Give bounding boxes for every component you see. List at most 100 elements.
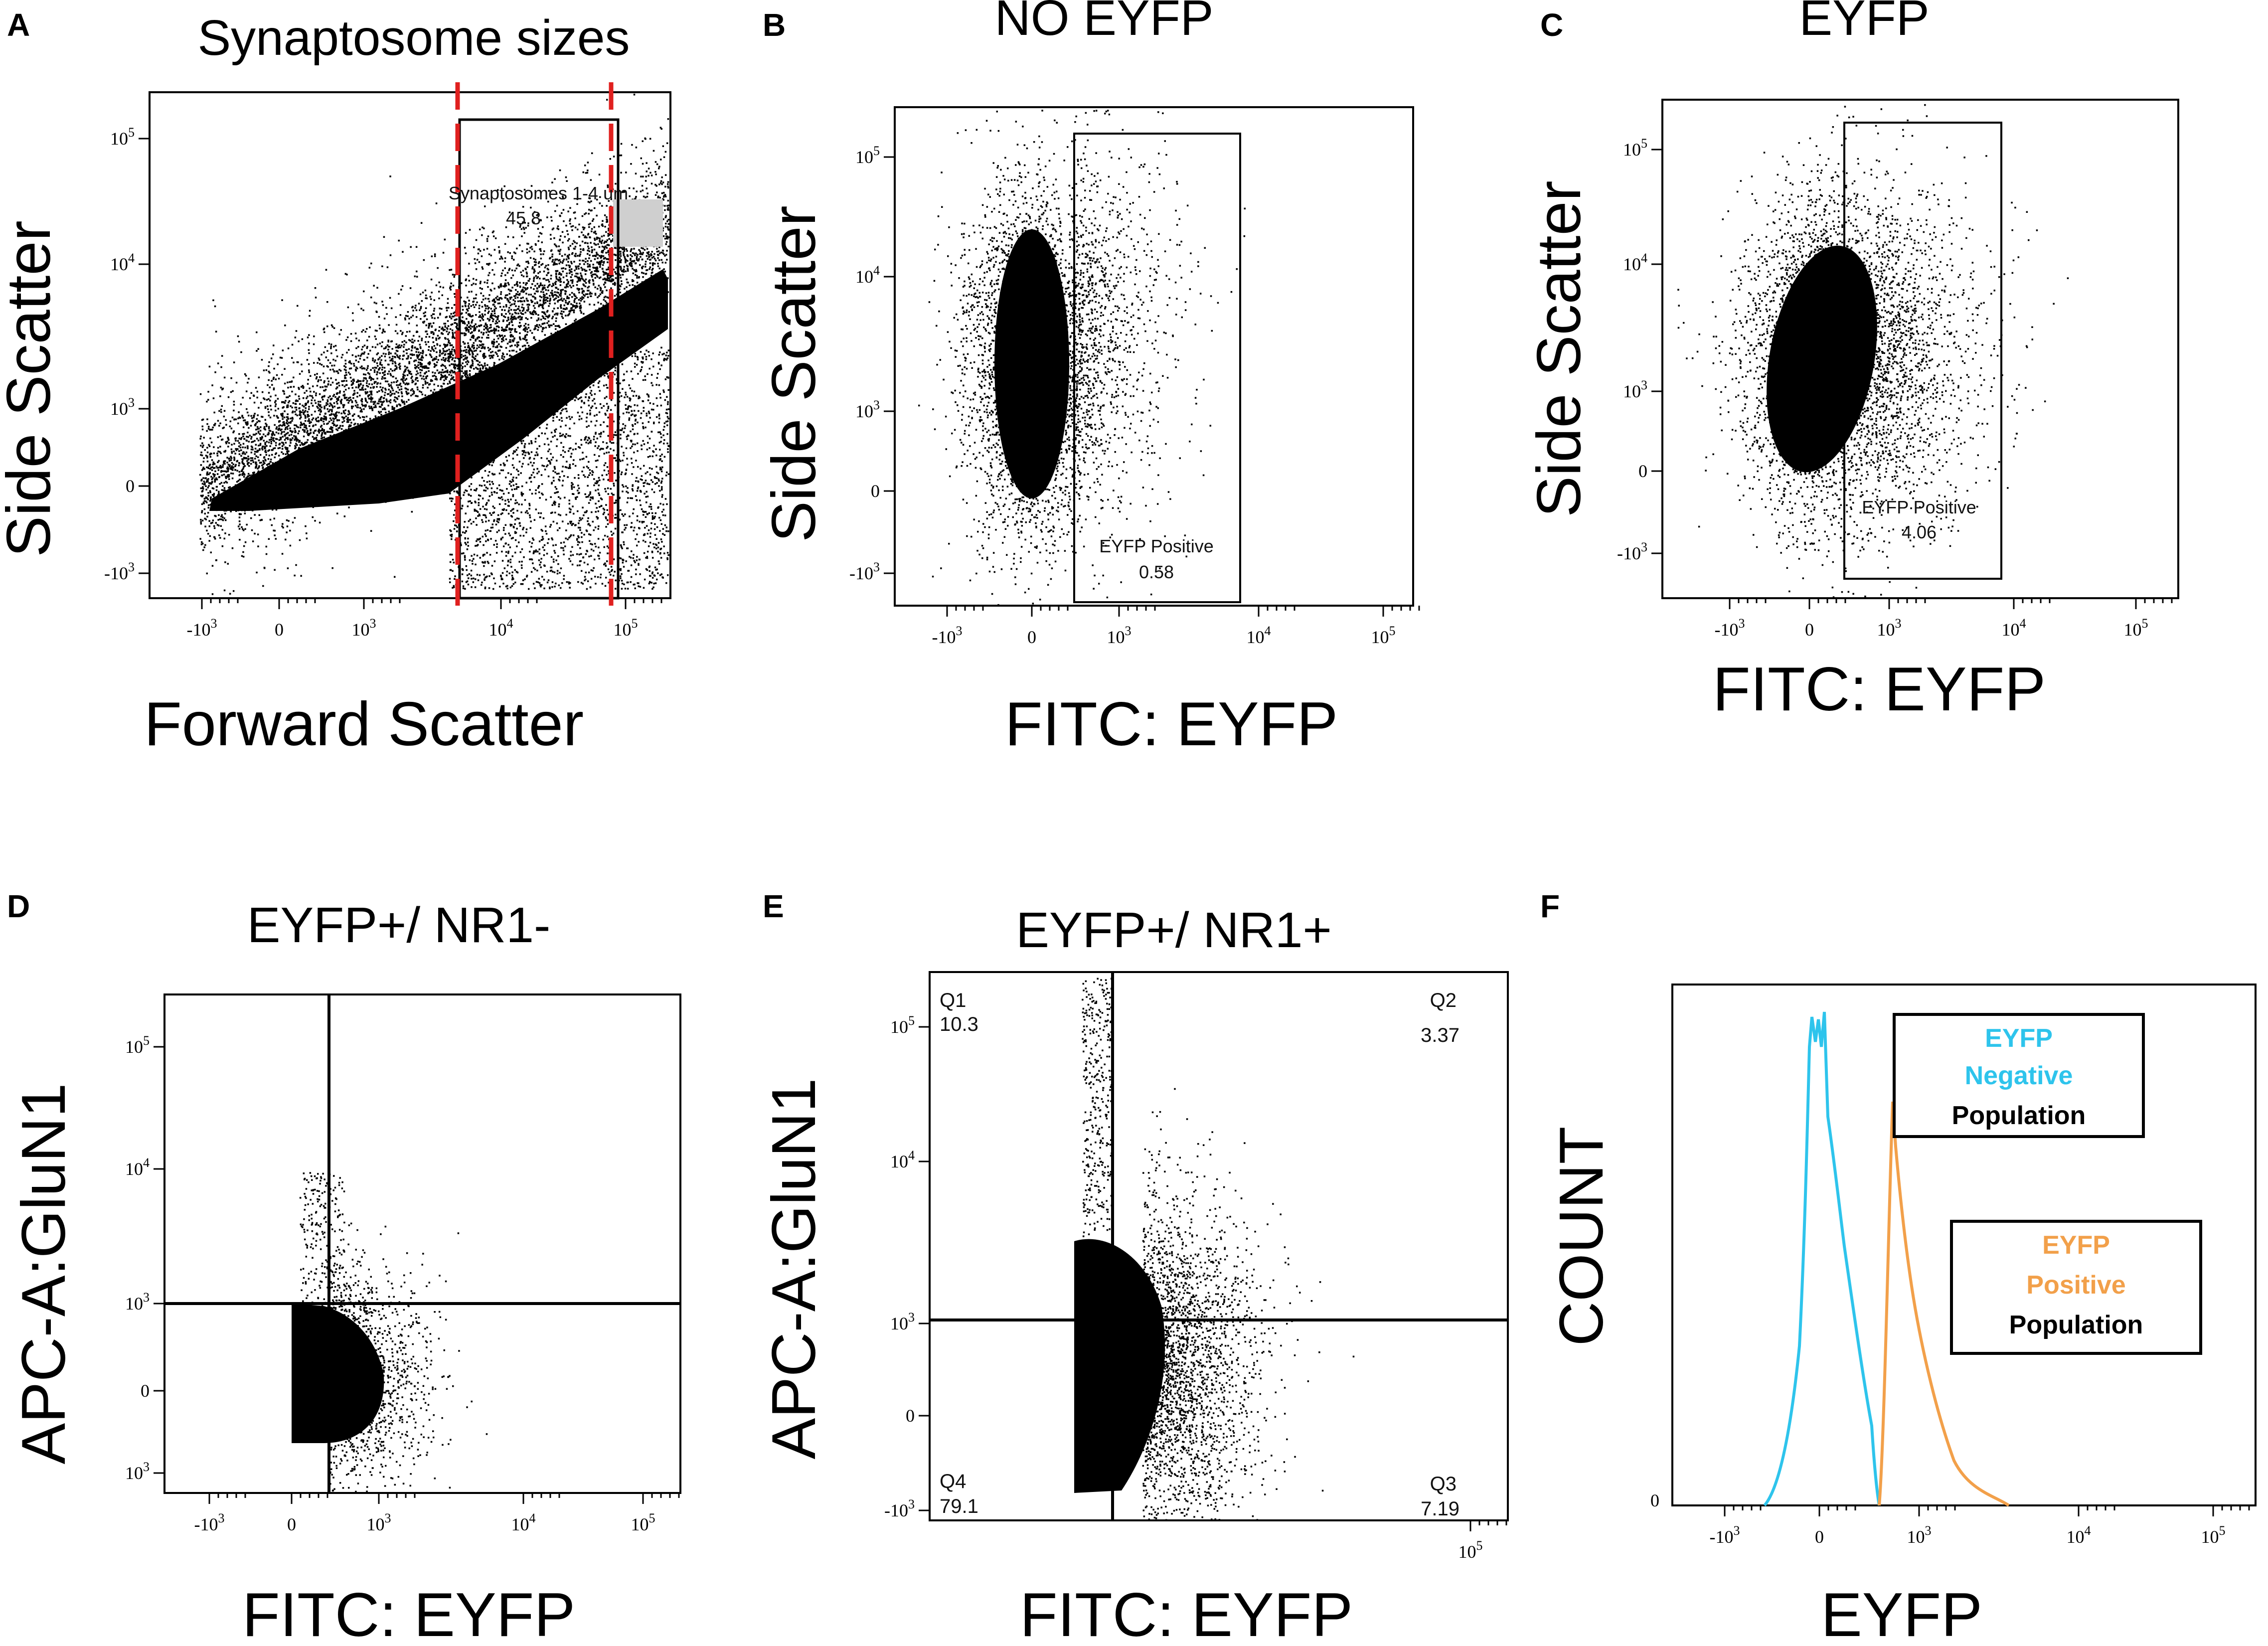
tick-label: 103 [125,1460,150,1483]
pos-legend-line2: Positive [2026,1271,2125,1300]
panel-e-ticks: 105 -103 0 103 104 105 [884,1013,1507,1562]
panel-c-plot: EYFP Positive 4.06 -103 0 103 104 105 -103 0 10… [1617,99,2179,640]
panel-letter-a: A [7,7,30,43]
tick-label: -103 [884,1497,915,1520]
tick-label: 105 [614,616,638,640]
tick-label: 105 [2201,1523,2226,1547]
panel-f-frame [1671,984,2257,1506]
tick-label: 103 [890,1310,915,1333]
panel-c-dense-cloud [1767,245,1877,473]
panel-c-title: EYFP [1799,0,1929,46]
panel-a-frame [149,91,671,599]
panel-d-dense-cloud [292,1304,384,1443]
panel-b-gate-name: EYFP Positive [1099,536,1213,556]
panel-b-dots [1072,110,1246,599]
panel-a-dense-cloud [209,269,668,511]
tick-label: 0 [275,620,284,640]
tick-label: 103 [1107,624,1132,647]
panel-a-ylabel: Side Scatter [0,220,63,557]
tick-label: -103 [1715,616,1745,640]
panel-c-ylabel: Side Scatter [1525,180,1594,517]
panel-a-xlabel: Forward Scatter [144,690,584,759]
panel-f-y-zero: 0 [1650,1490,1659,1510]
panel-b-events [918,110,1246,606]
panel-d-ticks: -103 0 103 104 105 103 0 103 104 105 [125,1033,680,1534]
panel-d-plot: -103 0 103 104 105 103 0 103 104 105 [125,993,681,1534]
tick-label: 104 [2067,1523,2091,1547]
panel-f-plot: EYFP Negative Population EYFP Positive P… [1650,984,2257,1547]
panel-a-title: Synaptosome sizes [197,10,630,66]
tick-label: -103 [194,1511,225,1534]
neg-legend-line3: Population [1952,1101,2086,1130]
panel-a-events [199,94,670,595]
tick-label: 104 [890,1148,915,1171]
tick-label: 104 [1623,251,1647,274]
pos-histogram-line [1878,1101,2010,1507]
tick-label: 0 [287,1514,296,1534]
tick-label: 105 [855,144,880,167]
tick-label: -103 [1617,540,1647,563]
panel-d: D EYFP+/ NR1- FITC: EYFP APC-A:GluN1 -10… [7,888,681,1646]
panel-a: A Synaptosome sizes Forward Scatter Side… [0,7,671,759]
panel-letter-b: B [763,7,786,43]
neg-legend-line2: Negative [1965,1061,2073,1090]
tick-label: 0 [871,481,880,501]
neg-legend-line1: EYFP [1985,1024,2053,1053]
panel-e-dots [1141,1088,1355,1521]
tick-label: 0 [1027,627,1036,647]
tick-label: -103 [932,624,963,647]
panel-b-ticks: -103 0 103 104 105 -103 0 103 104 105 [849,144,1420,647]
neg-legend-box [1893,1013,2145,1138]
panel-b-title: NO EYFP [995,0,1214,46]
panel-e-frame [929,971,1509,1521]
panel-a-dots [449,349,670,590]
tick-label: -103 [187,616,217,640]
tick-label: 0 [141,1381,150,1401]
panel-e-q3-value: 7.19 [1421,1498,1459,1520]
tick-label: 104 [489,616,513,640]
tick-label: 0 [1805,620,1814,640]
panel-f-ylabel: COUNT [1547,1127,1616,1346]
panel-e-ylabel: APC-A:GluN1 [760,1078,828,1460]
tick-label: 103 [1907,1523,1932,1547]
panel-c-frame [1661,99,2179,599]
tick-label: -103 [104,560,135,583]
panel-e: E EYFP+/ NR1+ FITC: EYFP APC-A:GluN1 Q1 … [760,888,1509,1646]
panel-e-dots [1082,978,1114,1237]
tick-label: 103 [1623,378,1647,401]
panel-a-gate-name: Synaptosomes 1-4 um [449,183,628,203]
tick-label: 103 [1877,616,1902,640]
panel-e-title: EYFP+/ NR1+ [1016,902,1332,958]
panel-c-xlabel: FITC: EYFP [1713,655,2046,724]
panel-c-gate [1843,122,2002,580]
panel-d-ylabel: APC-A:GluN1 [9,1083,78,1465]
panel-e-q3-label: Q3 [1430,1473,1457,1495]
tick-label: 105 [1623,136,1647,160]
panel-a-ticks: -103 0 103 104 105 -103 0 103 104 105 [104,125,662,640]
tick-label: 105 [631,1511,655,1534]
neg-histogram-line [1763,1011,1881,1506]
panel-c-gate-value: 4.06 [1902,522,1937,542]
panel-a-gate-value: 45.8 [506,208,541,228]
panel-letter-d: D [7,888,30,924]
panel-f-xlabel: EYFP [1821,1581,1982,1646]
panel-e-q1-value: 10.3 [940,1013,978,1035]
panel-b-xlabel: FITC: EYFP [1005,690,1338,759]
tick-label: 105 [125,1033,150,1057]
panel-e-events [1082,978,1355,1521]
panel-letter-c: C [1540,7,1563,43]
panel-a-plot: Synaptosomes 1-4 um 45.8 -103 0 103 104 105 -… [104,82,671,640]
tick-label: -103 [849,560,880,583]
pos-legend-line1: EYFP [2042,1231,2110,1260]
panel-b-gate-value: 0.58 [1139,562,1174,582]
tick-label: 104 [855,263,880,287]
panel-f: F EYFP COUNT EYFP Negative Population EY… [1540,888,2257,1646]
panel-a-gate [458,118,620,600]
panel-e-q4-label: Q4 [940,1471,966,1492]
tick-label: 104 [110,251,135,274]
tick-label: 103 [855,398,880,421]
tick-label: 0 [126,476,135,496]
tick-label: 103 [352,616,376,640]
panel-a-gate-shade [613,199,663,247]
